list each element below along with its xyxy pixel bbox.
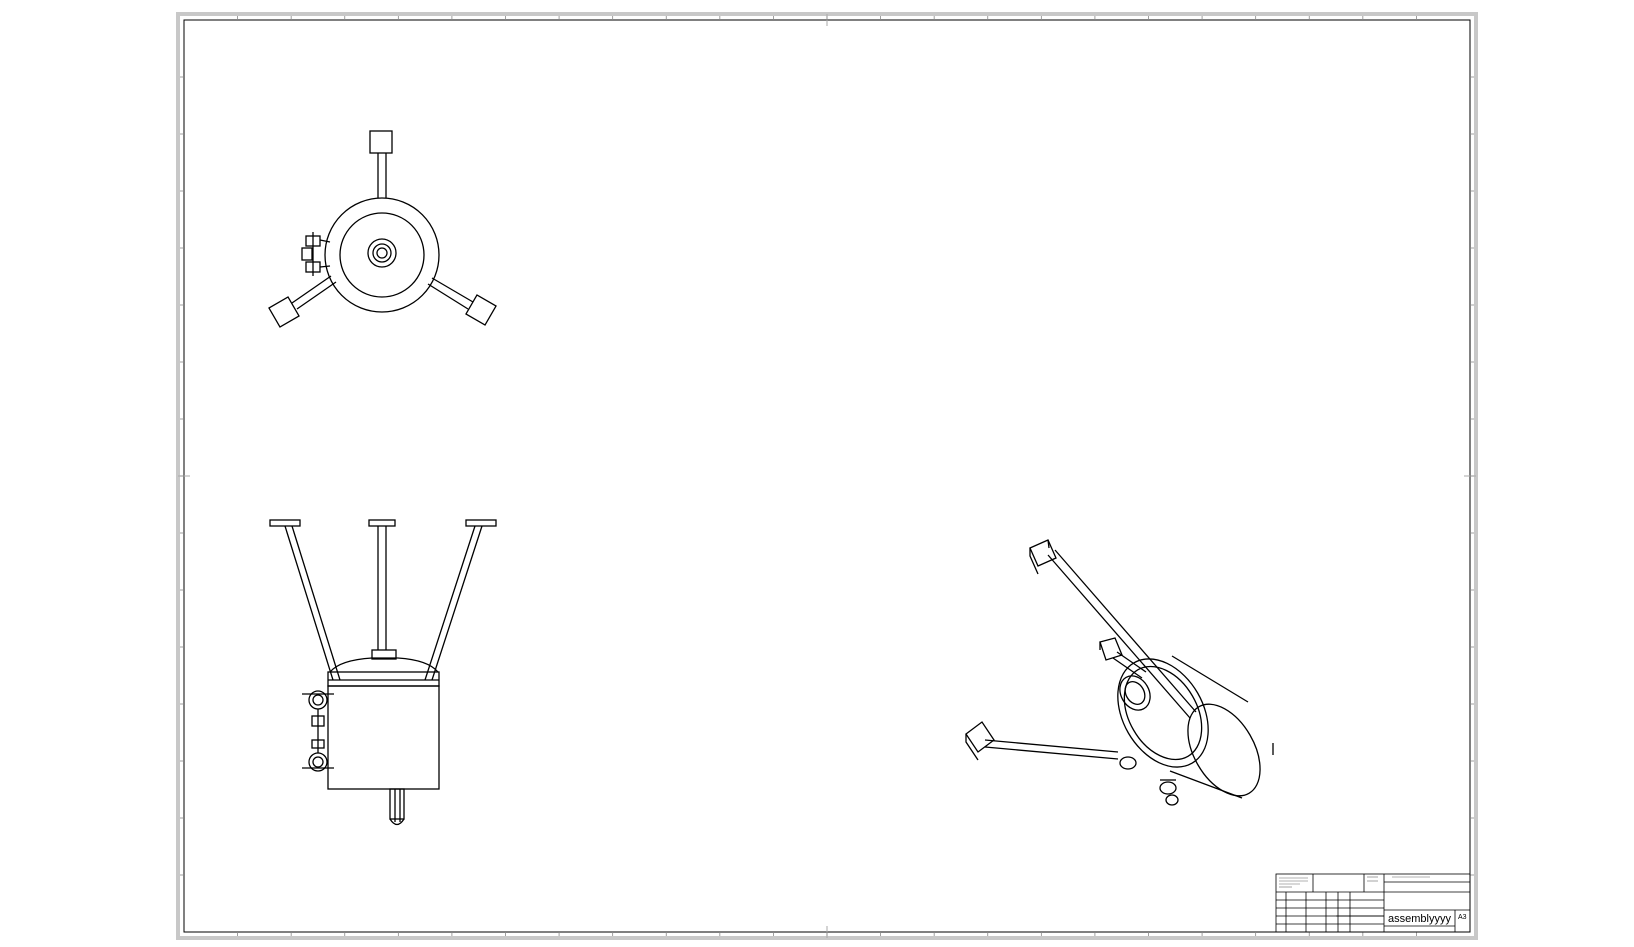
zone-markers <box>180 16 1474 936</box>
front-view <box>269 519 497 826</box>
sheet-size: A3 <box>1458 914 1467 921</box>
isometric-view <box>965 539 1274 806</box>
top-view <box>268 130 497 328</box>
drawing-title: assemblyyyy <box>1388 913 1451 925</box>
title-block <box>1275 873 1471 933</box>
